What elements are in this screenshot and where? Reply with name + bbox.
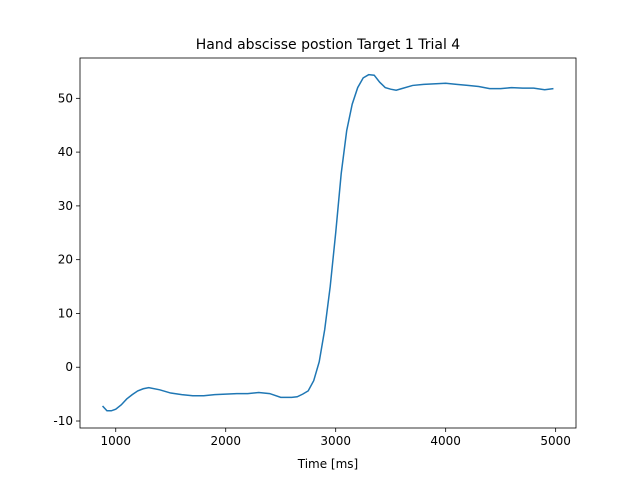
x-tick-label: 2000 [210,434,241,448]
y-tick-label: 50 [58,91,73,105]
x-tick-label: 1000 [100,434,131,448]
x-axis-label: Time [ms] [297,457,359,471]
y-tick-label: 20 [58,253,73,267]
y-tick-label: 0 [65,360,73,374]
data-line [101,73,554,412]
y-tick-label: -10 [53,414,73,428]
chart-title: Hand abscisse postion Target 1 Trial 4 [196,37,461,53]
y-tick-label: 30 [58,199,73,213]
x-tick-label: 4000 [430,434,461,448]
y-tick-label: 40 [58,145,73,159]
plot-frame [79,57,577,429]
x-tick-label: 5000 [540,434,571,448]
y-tick-label: 10 [58,306,73,320]
x-tick-label: 3000 [320,434,351,448]
